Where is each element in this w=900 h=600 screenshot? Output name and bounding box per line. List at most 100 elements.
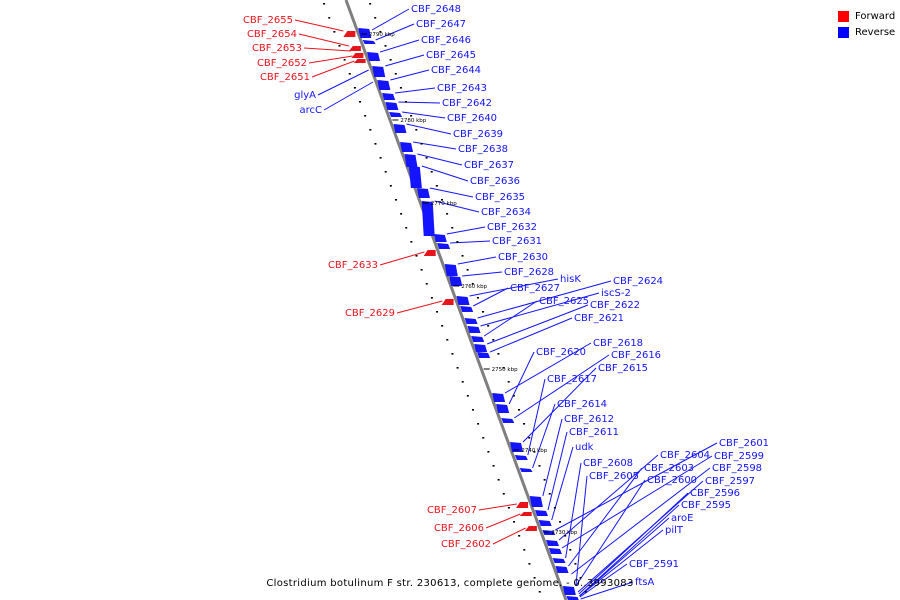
leader-line xyxy=(561,455,713,549)
reverse-gene-block xyxy=(474,344,488,352)
leader-line xyxy=(568,467,643,567)
gene-label-cbf-2598: CBF_2598 xyxy=(712,463,762,474)
leader-line xyxy=(547,431,568,511)
tick-mark-left xyxy=(441,325,444,327)
gene-label-cbf-2607: CBF_2607 xyxy=(427,505,477,516)
reverse-gene-block xyxy=(566,596,579,600)
gene-label-cbf-2651: CBF_2651 xyxy=(260,72,310,83)
leader-line xyxy=(462,271,503,277)
kbp-label-2790-kbp: 2790 kbp xyxy=(369,32,395,38)
gene-label-iscs-2: iscS-2 xyxy=(601,288,631,299)
gene-label-cbf-2644: CBF_2644 xyxy=(431,65,481,76)
tick-mark-right xyxy=(584,591,587,593)
gene-label-cbf-2631: CBF_2631 xyxy=(492,236,542,247)
leader-line xyxy=(485,513,521,529)
reverse-gene-block xyxy=(389,112,403,117)
tick-mark-left xyxy=(400,213,403,215)
tick-mark-left xyxy=(394,199,397,201)
gene-label-cbf-2638: CBF_2638 xyxy=(458,144,508,155)
leader-line xyxy=(579,517,670,597)
gene-label-cbf-2596: CBF_2596 xyxy=(690,488,740,499)
tick-mark-right xyxy=(533,451,536,453)
reverse-gene-block xyxy=(460,306,474,312)
reverse-gene-block xyxy=(404,154,418,167)
gene-label-cbf-2655: CBF_2655 xyxy=(243,15,293,26)
kbp-scale-labels: 2790 kbp 2780 kbp 2770 kbp 2760 kbp 2750 kbp… xyxy=(360,32,578,536)
tick-mark-right xyxy=(435,185,438,187)
forward-gene-block xyxy=(353,59,366,63)
gene-label-cbf-2642: CBF_2642 xyxy=(442,98,492,109)
scale-tick-marks xyxy=(323,3,587,593)
tick-mark-left xyxy=(523,549,526,551)
tick-mark-left xyxy=(420,269,423,271)
leader-line xyxy=(555,442,718,531)
tick-mark-left xyxy=(446,339,449,341)
tick-mark-right xyxy=(528,437,531,439)
reverse-gene-block xyxy=(385,102,399,110)
leader-line xyxy=(532,403,556,469)
tick-mark-right xyxy=(425,157,428,159)
forward-gene-block xyxy=(524,526,537,531)
tick-mark-left xyxy=(379,157,382,159)
leader-line xyxy=(294,19,344,32)
tick-mark-right xyxy=(410,115,413,117)
tick-mark-left xyxy=(451,353,454,355)
leader-line xyxy=(513,354,610,419)
reverse-gene-block xyxy=(471,336,485,342)
gene-label-glya: glyA xyxy=(294,90,316,101)
tick-mark-right xyxy=(369,3,372,5)
gene-label-cbf-2617: CBF_2617 xyxy=(547,374,597,385)
tick-mark-right xyxy=(559,521,562,523)
reverse-swatch xyxy=(838,26,849,38)
tick-mark-right xyxy=(394,73,397,75)
tick-mark-right xyxy=(374,17,377,19)
tick-mark-left xyxy=(528,563,531,565)
tick-mark-right xyxy=(543,479,546,481)
leader-line xyxy=(371,8,410,31)
reverse-gene-block xyxy=(538,520,552,526)
reverse-gene-block xyxy=(510,442,524,452)
kbp-label-2740-kbp: 2740 kbp xyxy=(521,448,547,454)
gene-label-arcc: arcC xyxy=(300,105,323,116)
tick-mark-right xyxy=(507,381,510,383)
tick-mark-right xyxy=(405,101,408,103)
gene-label-ftsa: ftsA xyxy=(635,577,654,588)
gene-label-cbf-2652: CBF_2652 xyxy=(257,58,307,69)
tick-mark-left xyxy=(384,171,387,173)
gene-label-cbf-2627: CBF_2627 xyxy=(510,283,560,294)
gene-label-cbf-2647: CBF_2647 xyxy=(416,19,466,30)
reverse-gene-block xyxy=(437,243,451,249)
gene-label-cbf-2601: CBF_2601 xyxy=(719,438,769,449)
reverse-gene-block xyxy=(496,404,510,413)
kbp-label-2760-kbp: 2760 kbp xyxy=(461,284,487,290)
leader-line xyxy=(311,60,355,78)
gene-label-cbf-2621: CBF_2621 xyxy=(574,313,624,324)
tick-mark-right xyxy=(466,269,469,271)
genome-axis xyxy=(344,0,568,600)
reverse-gene-block xyxy=(535,510,548,516)
reverse-gene-block xyxy=(519,468,533,472)
leader-line xyxy=(575,479,646,587)
tick-mark-left xyxy=(497,479,500,481)
reverse-gene-block xyxy=(433,234,447,242)
leader-line xyxy=(375,23,415,41)
reverse-gene-block xyxy=(562,586,576,595)
tick-mark-right xyxy=(482,311,485,313)
gene-label-cbf-2653: CBF_2653 xyxy=(252,43,302,54)
gene-label-cbf-2604: CBF_2604 xyxy=(660,450,710,461)
tick-mark-left xyxy=(482,437,485,439)
leader-line xyxy=(504,342,592,394)
gene-label-cbf-2635: CBF_2635 xyxy=(475,192,525,203)
tick-mark-left xyxy=(487,451,490,453)
reverse-gene-block xyxy=(416,188,430,198)
reverse-gene-block xyxy=(421,201,435,236)
reverse-gene-block xyxy=(393,124,407,133)
reverse-gene-block xyxy=(467,326,481,333)
leader-line xyxy=(298,33,349,47)
leader-line xyxy=(434,200,480,213)
tick-mark-right xyxy=(451,227,454,229)
tick-mark-right xyxy=(389,59,392,61)
tick-mark-left xyxy=(430,297,433,299)
gene-label-cbf-2622: CBF_2622 xyxy=(590,300,640,311)
